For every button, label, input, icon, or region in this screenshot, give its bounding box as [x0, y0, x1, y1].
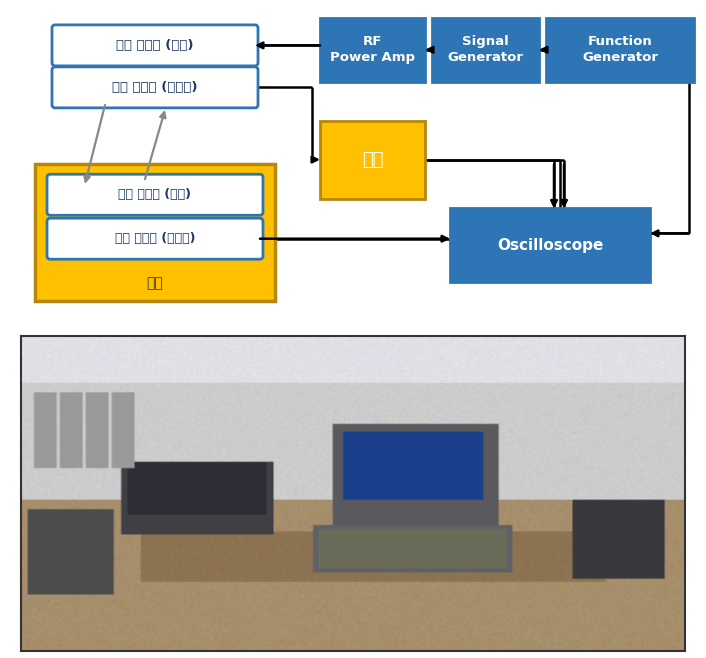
Text: 태그: 태그	[147, 276, 163, 291]
Text: 리더 안테나 (전력): 리더 안테나 (전력)	[116, 39, 193, 52]
FancyBboxPatch shape	[432, 18, 539, 82]
FancyBboxPatch shape	[47, 174, 263, 215]
Text: Oscilloscope: Oscilloscope	[497, 238, 603, 253]
Text: 태그 안테나 (전력): 태그 안테나 (전력)	[119, 188, 191, 201]
Text: RF
Power Amp: RF Power Amp	[330, 36, 415, 64]
FancyBboxPatch shape	[320, 18, 425, 82]
Text: 리더: 리더	[361, 151, 383, 168]
Text: Function
Generator: Function Generator	[582, 36, 658, 64]
FancyBboxPatch shape	[52, 25, 258, 66]
FancyBboxPatch shape	[52, 67, 258, 108]
FancyBboxPatch shape	[47, 218, 263, 259]
FancyBboxPatch shape	[546, 18, 694, 82]
FancyBboxPatch shape	[35, 164, 275, 301]
Text: 리더 안테나 (데이터): 리더 안테나 (데이터)	[112, 81, 198, 94]
FancyBboxPatch shape	[320, 120, 425, 199]
Text: Signal
Generator: Signal Generator	[448, 36, 524, 64]
Text: 태그 안테나 (데이터): 태그 안테나 (데이터)	[115, 232, 196, 245]
FancyBboxPatch shape	[450, 209, 650, 282]
